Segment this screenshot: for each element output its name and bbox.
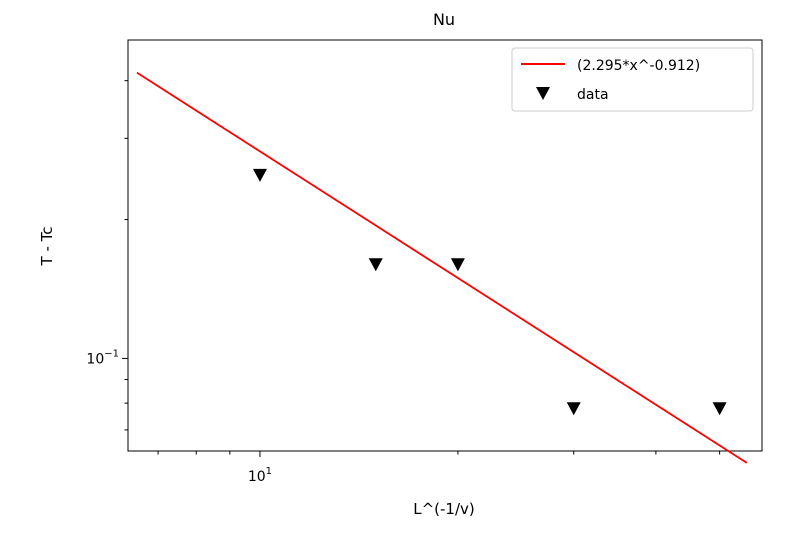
chart-title: Nu [433, 10, 455, 29]
data-point [252, 168, 267, 182]
data-point [712, 402, 727, 416]
x-tick-base: 10 [248, 469, 266, 485]
x-axis-label: L^(-1/v) [413, 500, 475, 518]
legend-label-fit: (2.295*x^-0.912) [577, 58, 700, 74]
data-point [368, 258, 383, 272]
plot-frame [127, 39, 763, 452]
x-tick-exponent: 1 [266, 466, 272, 477]
y-tick-base: 10 [86, 351, 104, 367]
fit-line [136, 71, 748, 464]
legend-box [511, 47, 754, 112]
legend: (2.295*x^-0.912) data [511, 47, 754, 112]
y-minor-ticks [124, 80, 128, 431]
legend-marker-swatch [536, 87, 550, 100]
y-tick-label: 10−1 [86, 348, 119, 367]
series-layer [136, 71, 748, 464]
data-point [450, 258, 465, 272]
y-tick-exponent: −1 [104, 348, 119, 359]
y-axis-label: T - Tc [38, 227, 56, 267]
legend-label-data: data [577, 87, 609, 103]
x-minor-ticks [157, 451, 721, 455]
data-point [566, 402, 581, 416]
x-tick-label: 101 [248, 466, 272, 485]
